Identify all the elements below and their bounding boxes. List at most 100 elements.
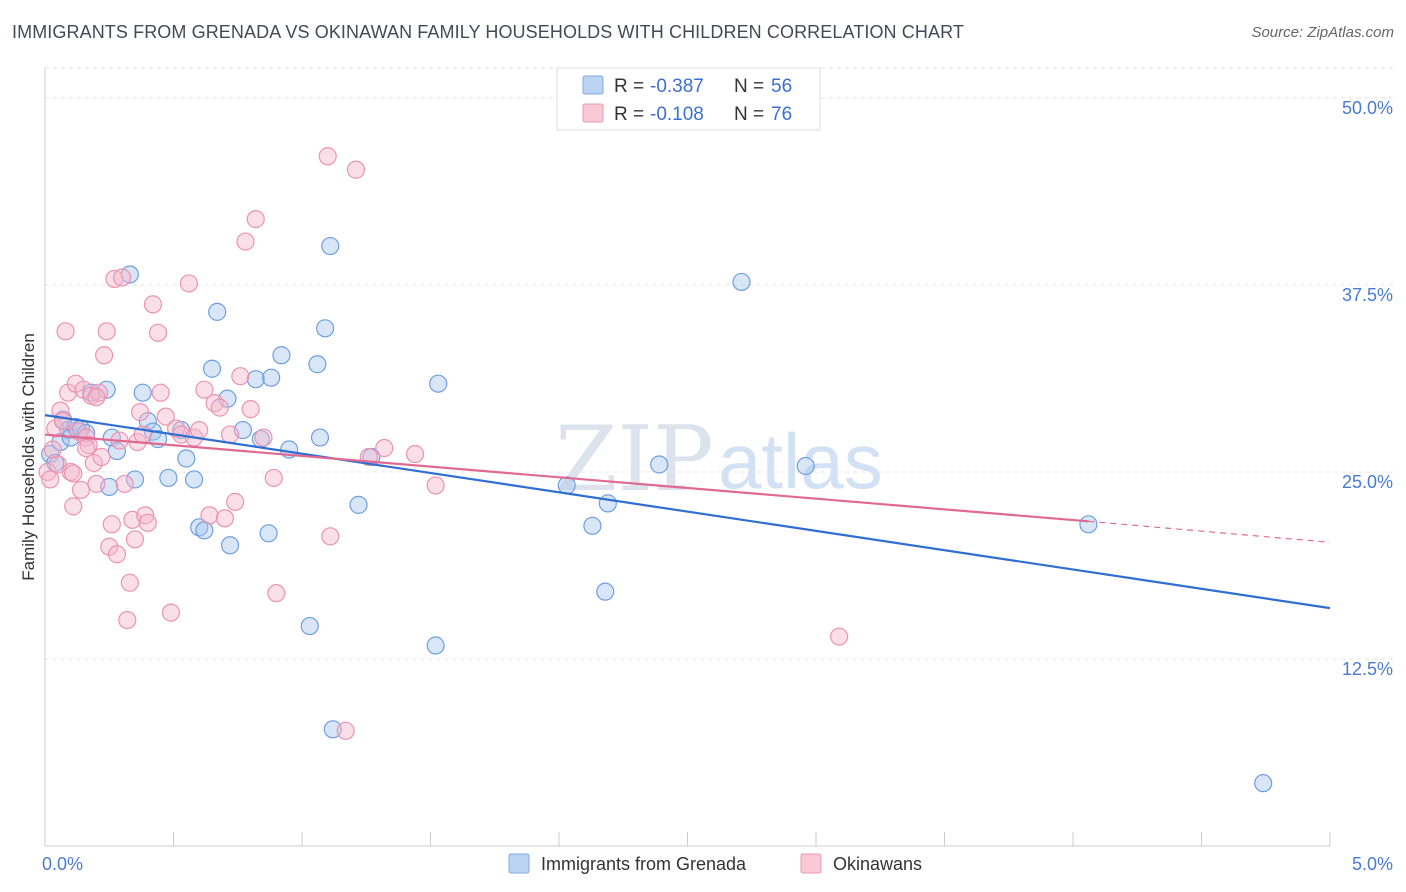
okinawans-point	[138, 513, 157, 532]
okinawans-point	[77, 438, 96, 458]
trend-line-okinawans-extension	[1088, 520, 1331, 543]
okinawans-point	[115, 474, 134, 494]
okinawans-point	[321, 527, 340, 546]
okinawans-point	[264, 468, 283, 488]
legend-box: R = -0.387 N = 56 R = -0.108 N = 76	[556, 67, 821, 131]
okinawans-point	[105, 269, 124, 289]
okinawans-point	[231, 367, 250, 386]
okinawans-point	[166, 419, 186, 438]
grenada-point	[429, 374, 448, 393]
legend-n-label-2: N =	[734, 104, 764, 125]
trend-lines	[44, 414, 1331, 610]
okinawans-point	[92, 447, 111, 467]
okinawans-point	[136, 506, 155, 525]
okinawans-point	[102, 515, 121, 534]
legend-r-label-1: R =	[614, 76, 644, 97]
okinawans-point	[426, 476, 445, 495]
okinawans-point	[100, 537, 119, 556]
okinawans-point	[71, 480, 91, 500]
okinawans-point	[254, 428, 273, 447]
grenada-point	[259, 524, 278, 543]
okinawans-point	[215, 509, 234, 528]
y-tick-label: 25.0%	[1342, 472, 1393, 492]
okinawans-point	[46, 419, 65, 438]
trend-line-grenada	[44, 414, 1331, 610]
grenada-point	[426, 636, 445, 655]
grenada-point	[300, 616, 319, 636]
source-label: Source: ZipAtlas.com	[1251, 24, 1394, 41]
grenada-point	[220, 536, 240, 555]
okinawans-point	[107, 545, 127, 564]
grenada-point	[184, 470, 204, 489]
okinawans-point	[830, 627, 849, 646]
grenada-point	[310, 428, 330, 447]
okinawans-point	[130, 403, 150, 422]
okinawans-point	[405, 444, 425, 464]
okinawans-point	[87, 388, 106, 407]
watermark: ZIP atlas	[555, 407, 883, 512]
watermark-zip: ZIP	[555, 407, 714, 512]
okinawans-point	[236, 232, 255, 251]
okinawans-point	[125, 530, 145, 549]
okinawans-point	[318, 147, 337, 166]
okinawans-point	[375, 438, 394, 458]
legend-n-label-1: N =	[734, 76, 764, 97]
series-okinawans-points	[38, 147, 849, 740]
okinawans-point	[156, 407, 175, 426]
okinawans-point	[64, 497, 83, 516]
legend-r-value-2: -0.108	[650, 104, 704, 125]
okinawans-point	[95, 346, 114, 365]
watermark-atlas: atlas	[718, 417, 883, 505]
grenada-point	[272, 346, 291, 365]
grenada-point	[349, 495, 368, 514]
bottom-legend-label-grenada: Immigrants from Grenada	[541, 854, 747, 874]
grenada-point	[308, 355, 327, 374]
x-tick-label-max: 5.0%	[1352, 854, 1393, 874]
grenada-point	[208, 302, 227, 321]
okinawans-point	[241, 400, 260, 419]
bottom-legend-swatch-grenada	[508, 853, 530, 874]
grenada-point	[107, 441, 127, 461]
okinawans-point	[143, 295, 163, 314]
grenada-point	[159, 468, 178, 488]
okinawans-point	[53, 411, 73, 431]
trend-line-okinawans	[44, 433, 1089, 523]
legend-r-label-2: R =	[614, 104, 644, 125]
okinawans-point	[112, 268, 132, 287]
grenada-point	[596, 582, 615, 601]
x-tick-marks	[44, 832, 1331, 846]
legend-swatch-blue	[582, 75, 604, 95]
y-tick-labels: 12.5% 25.0% 37.5% 50.0%	[1342, 98, 1393, 679]
okinawans-point	[336, 721, 355, 740]
grenada-point	[650, 455, 669, 474]
okinawans-point	[195, 380, 214, 399]
okinawans-point	[38, 462, 57, 482]
okinawans-point	[151, 383, 170, 402]
okinawans-point	[120, 573, 139, 592]
grenada-point	[732, 272, 751, 292]
okinawans-point	[148, 323, 168, 342]
gridlines	[45, 67, 1393, 660]
legend-n-value-1: 56	[771, 76, 792, 97]
okinawans-point	[267, 584, 286, 603]
bottom-legend-label-okinawans: Okinawans	[833, 854, 922, 874]
chart-title: IMMIGRANTS FROM GRENADA VS OKINAWAN FAMI…	[12, 22, 964, 42]
grenada-point	[246, 370, 265, 389]
legend-swatch-pink	[582, 103, 604, 123]
okinawans-point	[118, 610, 137, 630]
okinawans-point	[161, 603, 181, 622]
x-tick-label-min: 0.0%	[42, 854, 83, 874]
okinawans-point	[87, 474, 106, 494]
grenada-point	[1079, 515, 1098, 534]
grenada-point	[202, 359, 222, 378]
okinawans-point	[210, 398, 229, 417]
okinawans-point	[179, 274, 199, 293]
grenada-point	[1254, 774, 1273, 793]
grenada-point	[190, 518, 209, 537]
grenada-point	[598, 494, 617, 513]
okinawans-point	[56, 322, 75, 341]
bottom-legend: Immigrants from Grenada Okinawans	[508, 853, 922, 874]
okinawans-point	[200, 506, 219, 525]
grenada-point	[177, 449, 196, 468]
